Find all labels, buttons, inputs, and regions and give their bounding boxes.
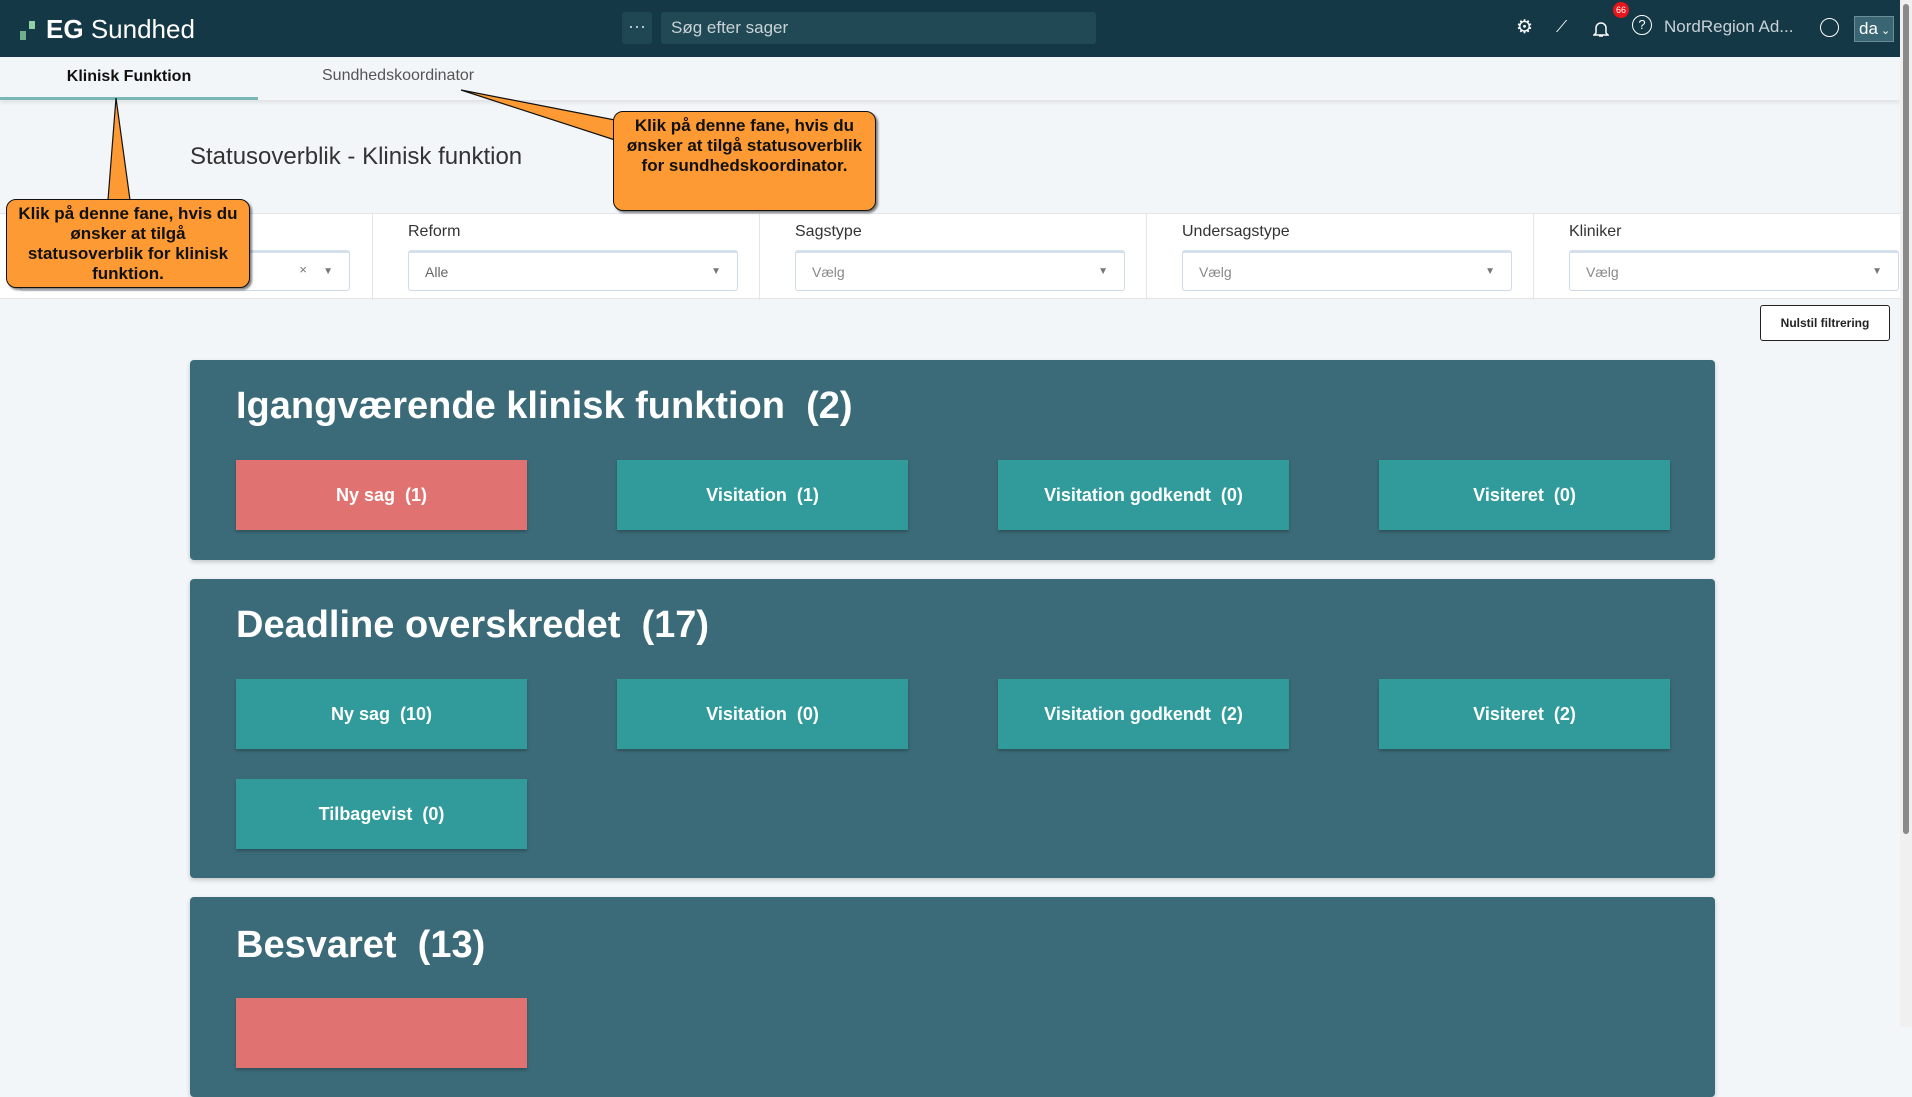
panel-title: Igangværende klinisk funktion (2) (236, 385, 853, 427)
status-button-visitation[interactable]: Visitation (1) (617, 460, 908, 530)
reset-filter-button[interactable]: Nulstil filtrering (1760, 305, 1890, 341)
app-logo[interactable]: EG Sundhed (20, 14, 195, 45)
trend-icon[interactable]: ⟋ (1556, 19, 1568, 36)
user-name[interactable]: NordRegion Ad... (1664, 17, 1794, 36)
tab-sundhedskoordinator[interactable]: Sundhedskoordinator (322, 67, 475, 84)
caret-down-icon: ▼ (1872, 266, 1882, 277)
filter-sagstype: Sagstype Vælg ▼ (760, 214, 1147, 300)
status-button-visiteret[interactable]: Visiteret (2) (1379, 679, 1670, 749)
notification-badge: 66 (1613, 2, 1629, 18)
sagstype-select[interactable]: Vælg ▼ (795, 250, 1125, 291)
panel-deadline-overskredet: Deadline overskredet (17) Ny sag (10) Vi… (190, 579, 1715, 878)
clear-icon[interactable]: × (299, 262, 307, 277)
panel-title: Deadline overskredet (17) (236, 604, 710, 646)
top-bar: EG Sundhed ··· Søg efter sager ⚙ ⟋ 66 ? … (0, 0, 1900, 57)
filter-undersagstype: Undersagstype Vælg ▼ (1147, 214, 1534, 300)
caret-down-icon: ▼ (1485, 266, 1495, 277)
filter-kliniker: Kliniker Vælg ▼ (1534, 214, 1900, 300)
select-value: Vælg (1586, 264, 1619, 280)
caret-down-icon: ▼ (323, 266, 333, 277)
panel-igangvaerende: Igangværende klinisk funktion (2) Ny sag… (190, 360, 1715, 560)
filter-bar: × ▼ Reform Alle ▼ Sagstype Vælg ▼ Undersags… (0, 213, 1900, 300)
tab-bar: Klinisk Funktion Sundhedskoordinator (0, 57, 1900, 100)
callout-pointer-koordinator (460, 89, 616, 141)
more-menu-button[interactable]: ··· (622, 12, 652, 44)
status-button-ny-sag[interactable]: Ny sag (10) (236, 679, 527, 749)
panel-title: Besvaret (13) (236, 924, 486, 966)
status-button-visitation-godkendt[interactable]: Visitation godkendt (0) (998, 460, 1289, 530)
help-icon[interactable]: ? (1632, 15, 1652, 35)
filter-label: Undersagstype (1182, 223, 1290, 240)
language-select[interactable]: da ⌄ (1854, 16, 1894, 42)
status-button-ny-sag[interactable]: Ny sag (1) (236, 460, 527, 530)
search-input[interactable]: Søg efter sager (661, 12, 1096, 44)
chevron-down-icon: ⌄ (1877, 25, 1891, 37)
status-button-visitation[interactable]: Visitation (0) (617, 679, 908, 749)
reform-select[interactable]: Alle ▼ (408, 250, 738, 291)
callout-pointers (107, 89, 616, 201)
status-button-tilbagevist[interactable]: Tilbagevist (0) (236, 779, 527, 849)
callout-koordinator: Klik på denne fane, hvis du ønsker at ti… (613, 111, 876, 211)
bell-icon[interactable] (1592, 20, 1610, 38)
app-name: Sundhed (90, 14, 195, 44)
undersagstype-select[interactable]: Vælg ▼ (1182, 250, 1512, 291)
logo-mark-icon (20, 19, 38, 41)
kliniker-select[interactable]: Vælg ▼ (1569, 250, 1899, 291)
filter-label: Sagstype (795, 223, 862, 240)
page-title: Statusoverblik - Klinisk funktion (190, 143, 523, 170)
select-value: Vælg (1199, 264, 1232, 280)
page-scrollbar[interactable] (1900, 0, 1912, 1027)
tab-klinisk-funktion[interactable]: Klinisk Funktion (0, 57, 258, 100)
caret-down-icon: ▼ (711, 266, 721, 277)
callout-klinisk: Klik på denne fane, hvis du ønsker at ti… (6, 199, 250, 288)
callout-pointer-klinisk (107, 97, 131, 201)
app-name-bold: EG (46, 14, 84, 44)
select-value: Vælg (812, 264, 845, 280)
caret-down-icon: ▼ (1098, 266, 1108, 277)
filter-label: Kliniker (1569, 223, 1622, 240)
select-value: Alle (425, 264, 449, 280)
status-button-visiteret[interactable]: Visiteret (0) (1379, 460, 1670, 530)
user-icon[interactable] (1820, 18, 1839, 37)
gear-icon[interactable]: ⚙ (1516, 17, 1534, 38)
scrollbar-thumb[interactable] (1903, 4, 1909, 834)
status-button-visitation-godkendt[interactable]: Visitation godkendt (2) (998, 679, 1289, 749)
language-value: da (1859, 19, 1878, 38)
filter-label: Reform (408, 223, 461, 240)
filter-reform: Reform Alle ▼ (373, 214, 760, 300)
